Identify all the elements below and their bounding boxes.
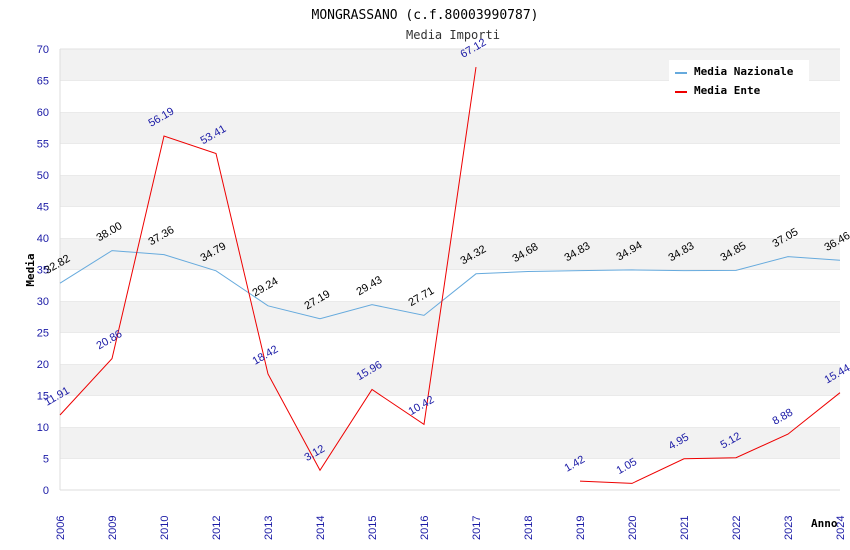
- x-tick-label: 2020: [627, 516, 639, 540]
- x-tick-label: 2023: [783, 516, 795, 540]
- x-tick-label: 2015: [367, 516, 379, 540]
- series-lines: [59, 67, 841, 484]
- series-line-nazionale: [59, 250, 841, 320]
- series-line-ente: [59, 67, 477, 472]
- grid-band: [60, 332, 840, 364]
- x-tick-label: 2019: [575, 516, 587, 540]
- y-tick-label: 40: [37, 233, 49, 245]
- legend-label-nazionale: Media Nazionale: [694, 65, 794, 78]
- x-tick-label: 2022: [731, 516, 743, 540]
- x-tick-label: 2013: [263, 516, 275, 540]
- x-tick-label: 2006: [55, 516, 67, 540]
- grid-band: [60, 458, 840, 490]
- grid-bands: [59, 48, 840, 491]
- legend: Media Nazionale Media Ente: [669, 60, 809, 102]
- x-tick-label: 2009: [107, 516, 119, 540]
- x-tick-label: 2014: [315, 516, 327, 540]
- y-tick-label: 60: [37, 107, 49, 119]
- y-tick-label: 30: [37, 296, 49, 308]
- y-tick-label: 70: [37, 44, 49, 56]
- y-tick-label: 55: [37, 139, 49, 151]
- y-tick-label: 50: [37, 170, 49, 182]
- chart-subtitle: Media Importi: [406, 28, 500, 42]
- chart-title: MONGRASSANO (c.f.80003990787): [312, 8, 539, 23]
- y-tick-label: 5: [43, 454, 49, 466]
- x-tick-label: 2018: [523, 516, 535, 540]
- grid-band: [60, 364, 840, 396]
- legend-box: [669, 60, 809, 102]
- grid-band: [60, 112, 840, 144]
- y-tick-label: 10: [37, 422, 49, 434]
- grid-band: [60, 395, 840, 427]
- x-tick-label: 2016: [419, 516, 431, 540]
- x-tick-label: 2021: [679, 516, 691, 540]
- grid-band: [60, 269, 840, 301]
- grid-band: [60, 143, 840, 175]
- y-tick-label: 20: [37, 359, 49, 371]
- grid-band: [60, 206, 840, 238]
- x-tick-label: 2017: [471, 516, 483, 540]
- series-line-ente: [579, 392, 841, 484]
- legend-label-ente: Media Ente: [694, 84, 761, 97]
- y-tick-label: 45: [37, 202, 49, 214]
- x-axis-label: Anno: [811, 517, 838, 530]
- x-tick-label: 2024: [835, 516, 847, 540]
- x-tick-label: 2010: [159, 516, 171, 540]
- grid-band: [60, 427, 840, 459]
- y-tick-label: 25: [37, 328, 49, 340]
- grid-band: [60, 175, 840, 207]
- y-tick-label: 15: [37, 391, 49, 403]
- x-tick-label: 2012: [211, 516, 223, 540]
- y-tick-label: 35: [37, 265, 49, 277]
- y-axis-label: Media: [24, 253, 37, 286]
- grid-band: [60, 301, 840, 333]
- y-tick-label: 65: [37, 76, 49, 88]
- y-tick-label: 0: [43, 485, 49, 497]
- y-axis-ticks: 0 5 10 15 20 25 30 35 40 45 50 55 60 65 70: [37, 44, 49, 497]
- x-axis-ticks: 2006 2009 2010 2012 2013 2014 2015 2016 2017 2018…: [55, 516, 847, 540]
